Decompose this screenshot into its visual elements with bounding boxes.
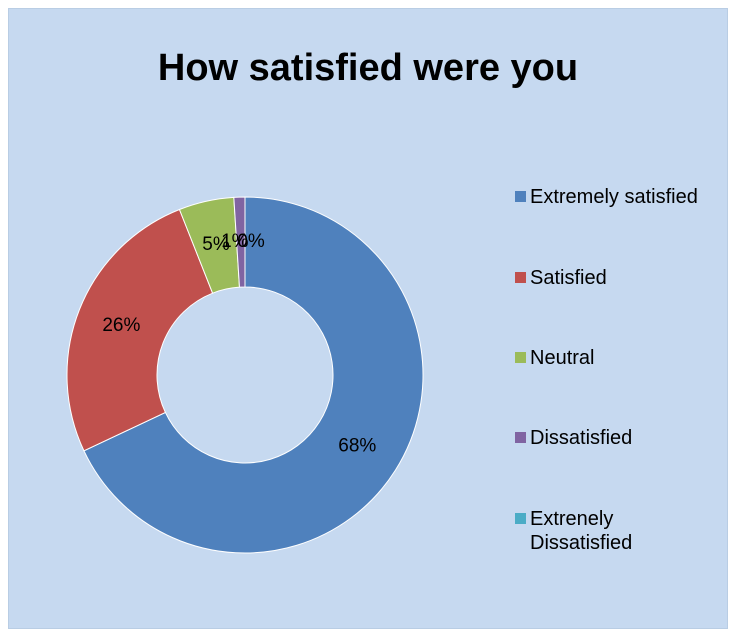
legend-swatch <box>515 513 526 524</box>
legend-item-neutral: Neutral <box>515 346 594 370</box>
legend-item-extremely-satisfied: Extremely satisfied <box>515 185 698 209</box>
data-label-extrenely-dissatisfied: 0% <box>237 231 265 252</box>
data-label-extremely-satisfied: 68% <box>338 435 376 456</box>
legend-label: Extrenely Dissatisfied <box>530 508 633 554</box>
chart-area: How satisfied were you 68% 26% 5% 1% 0% Extr… <box>8 8 728 629</box>
donut-slice-extremely-satisfied <box>83 196 424 554</box>
legend-swatch <box>515 191 526 202</box>
donut-slice-satisfied <box>66 208 214 452</box>
chart-title: How satisfied were you <box>157 47 579 89</box>
data-label-satisfied: 26% <box>102 315 140 336</box>
legend-swatch <box>515 352 526 363</box>
donut-slice-dissatisfied <box>233 196 246 288</box>
legend-item-dissatisfied: Dissatisfied <box>515 426 632 450</box>
legend-label: Satisfied <box>530 267 607 289</box>
data-label-dissatisfied: 1% <box>221 231 249 252</box>
legend-item-satisfied: Satisfied <box>515 266 607 290</box>
donut-chart: 68% 26% 5%1%0% <box>66 196 424 554</box>
legend-label: Extremely satisfied <box>530 186 698 208</box>
legend-swatch <box>515 432 526 443</box>
legend-swatch <box>515 272 526 283</box>
legend-label: Neutral <box>530 347 595 369</box>
legend-label: Dissatisfied <box>530 427 633 449</box>
legend-item-extrenely-dissatisfied: Extrenely Dissatisfied <box>515 507 632 555</box>
data-label-neutral: 5% <box>202 234 230 255</box>
